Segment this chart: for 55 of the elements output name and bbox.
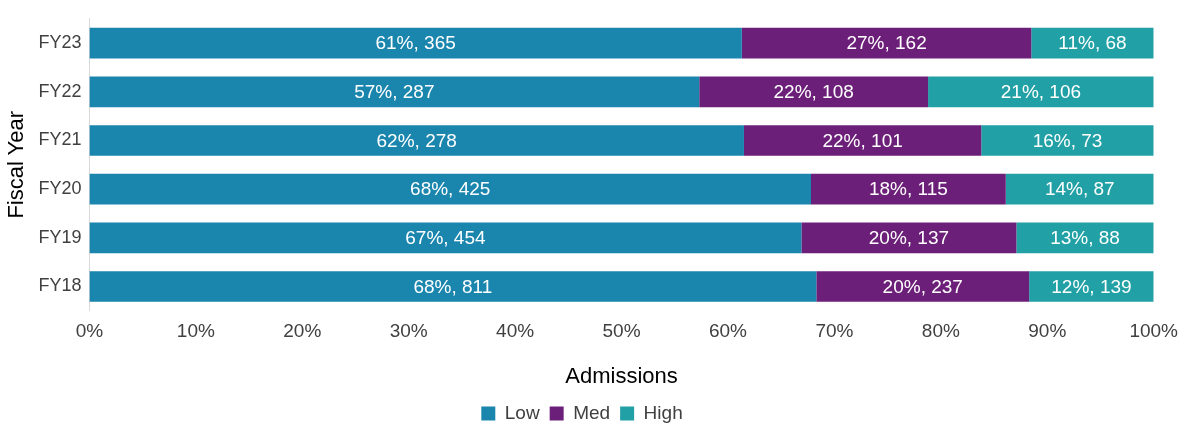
x-tick-label: 20% — [283, 320, 322, 342]
data-label: 21%, 106 — [1000, 81, 1082, 103]
bar — [743, 125, 982, 156]
bar — [928, 76, 1154, 108]
data-label: 27%, 162 — [846, 32, 927, 54]
x-tick-label: 50% — [602, 320, 641, 342]
y-tick-label: FY22 — [38, 80, 82, 101]
x-tick-label: 60% — [708, 320, 748, 342]
bar — [1016, 222, 1154, 254]
legend-label: High — [643, 401, 683, 423]
legend-label: Med — [573, 401, 611, 423]
y-axis-title: Fiscal Year — [3, 110, 29, 219]
x-tick-label: 70% — [815, 320, 854, 342]
bar — [801, 222, 1017, 254]
x-tick-label: 100% — [1129, 320, 1179, 342]
data-label: 61%, 365 — [375, 32, 456, 54]
x-tick-label: 40% — [496, 320, 535, 342]
legend-label: Low — [504, 401, 540, 423]
y-tick-label: FY18 — [38, 275, 82, 296]
bar — [89, 76, 700, 108]
data-label: 22%, 108 — [773, 81, 854, 103]
bar — [699, 76, 929, 108]
data-label: 13%, 88 — [1050, 227, 1120, 249]
data-label: 57%, 287 — [354, 81, 435, 103]
data-label: 14%, 87 — [1044, 178, 1115, 200]
data-label: 16%, 73 — [1032, 129, 1103, 151]
bar — [89, 222, 802, 254]
x-tick-label: 80% — [921, 320, 960, 342]
x-tick-label: 30% — [389, 320, 428, 342]
data-label: 68%, 811 — [413, 275, 493, 297]
bar — [89, 27, 742, 59]
x-axis-title: Admissions — [565, 362, 678, 388]
data-label: 62%, 278 — [376, 129, 457, 151]
bar — [811, 173, 1006, 205]
bar — [741, 27, 1032, 59]
bar — [89, 173, 811, 205]
bar — [89, 271, 817, 302]
x-tick-label: 90% — [1028, 320, 1067, 342]
data-label: 18%, 115 — [868, 178, 948, 200]
y-tick-label: FY20 — [38, 178, 82, 199]
y-tick-label: FY21 — [38, 129, 82, 150]
y-tick-label: FY19 — [38, 226, 82, 247]
bar — [89, 125, 744, 156]
y-tick-label: FY23 — [38, 32, 82, 53]
x-tick-label: 0% — [75, 320, 104, 342]
data-label: 11%, 68 — [1058, 32, 1127, 54]
data-label: 68%, 425 — [410, 178, 491, 200]
data-label: 20%, 137 — [868, 227, 950, 249]
data-label: 12%, 139 — [1051, 275, 1132, 297]
data-label: 22%, 101 — [822, 129, 903, 151]
x-tick-label: 10% — [176, 320, 215, 342]
bar — [981, 125, 1154, 156]
data-label: 20%, 237 — [882, 275, 963, 297]
data-label: 67%, 454 — [405, 227, 486, 249]
bar — [816, 271, 1030, 302]
